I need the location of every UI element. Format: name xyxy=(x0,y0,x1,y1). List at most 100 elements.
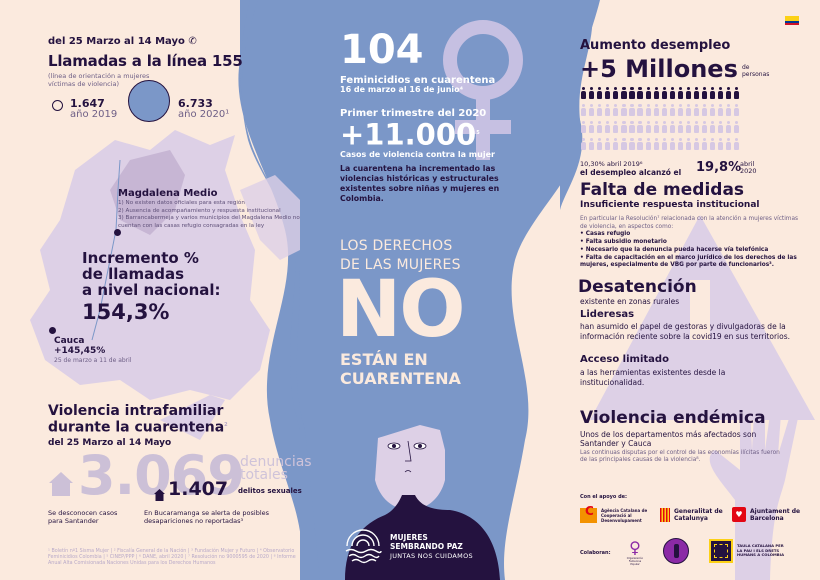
person-icon xyxy=(588,120,595,133)
person-icon xyxy=(612,103,619,116)
person-icon xyxy=(628,86,635,99)
calls-2019-circle-icon xyxy=(52,100,63,111)
person-icon xyxy=(717,120,724,133)
person-icon xyxy=(669,120,676,133)
person-icon xyxy=(709,103,716,116)
collab-label: Colaboran: xyxy=(580,550,611,556)
person-icon xyxy=(685,137,692,150)
person-icon xyxy=(645,120,652,133)
person-icon xyxy=(645,86,652,99)
person-icon xyxy=(701,120,708,133)
magdalena-title: Magdalena Medio xyxy=(118,188,218,199)
person-icon xyxy=(717,86,724,99)
person-icon xyxy=(677,103,684,116)
measures-item: • Falta de capacitación en el marco jurí… xyxy=(580,254,797,269)
calls-date-range: del 25 Marzo al 14 Mayo ✆ xyxy=(48,36,197,47)
person-icon xyxy=(653,137,660,150)
circle-figure-logo-icon xyxy=(663,538,689,564)
supporter-accd: C Agència Catalana de Cooperació al Dese… xyxy=(580,505,660,523)
leaders-title: Lideresas xyxy=(580,309,635,320)
slogan-bottom: ESTÁN EN CUARENTENA xyxy=(340,350,461,388)
people-row xyxy=(580,101,740,118)
person-icon xyxy=(693,103,700,116)
quarter-label: Primer trimestre del 2020 xyxy=(340,108,487,119)
person-icon xyxy=(677,137,684,150)
generalitat-logo-icon xyxy=(660,508,670,522)
person-icon xyxy=(733,120,740,133)
person-icon xyxy=(725,103,732,116)
total-complaints-label: denuncias totales xyxy=(240,454,312,483)
leaders-text: han asumido el papel de gestoras y divul… xyxy=(580,322,791,341)
cauca-label: Cauca +145,45% xyxy=(54,336,106,356)
cauca-marker xyxy=(49,327,56,334)
phone-icon: ✆ xyxy=(188,36,197,47)
person-icon xyxy=(645,137,652,150)
unemployment-title: Aumento desempleo xyxy=(580,38,731,53)
person-icon xyxy=(636,86,643,99)
person-icon xyxy=(636,103,643,116)
ajuntament-logo-icon: ♥ xyxy=(732,507,746,522)
unemployment-rate-2020-label: abril 2020 xyxy=(740,160,757,175)
taula-logo-icon xyxy=(709,539,733,563)
person-icon xyxy=(717,103,724,116)
logo-text: MUJERES SEMBRANDO PAZ xyxy=(390,533,463,551)
person-icon xyxy=(693,137,700,150)
person-icon xyxy=(653,120,660,133)
person-icon xyxy=(604,103,611,116)
person-icon xyxy=(628,137,635,150)
person-icon xyxy=(661,137,668,150)
body-shirt xyxy=(345,495,500,580)
person-icon xyxy=(628,103,635,116)
calls-2020-label: año 2020¹ xyxy=(178,109,230,120)
person-icon xyxy=(661,120,668,133)
logo-tagline: JUNTAS NOS CUIDAMOS xyxy=(390,552,473,560)
person-icon xyxy=(596,103,603,116)
cases-value: +11.0005 xyxy=(340,117,480,152)
person-icon xyxy=(620,120,627,133)
person-icon xyxy=(701,103,708,116)
person-icon xyxy=(636,137,643,150)
person-icon xyxy=(693,120,700,133)
people-row xyxy=(580,84,740,101)
person-icon xyxy=(725,137,732,150)
person-icon xyxy=(661,86,668,99)
footnotes: ¹ Boletín nº1 Sisma Mujer | ² Fiscalía G… xyxy=(48,549,296,566)
person-icon xyxy=(661,103,668,116)
measures-body: En particular la Resolución⁷ relacionada… xyxy=(580,216,805,270)
people-pictogram xyxy=(580,84,740,152)
cauca-dates: 25 de marzo a 11 de abril xyxy=(54,357,132,364)
person-icon xyxy=(701,86,708,99)
person-icon xyxy=(580,137,587,150)
person-icon xyxy=(701,137,708,150)
intrafamiliar-date-range: del 25 Marzo al 14 Mayo xyxy=(48,438,172,448)
colombia-flag-icon xyxy=(785,16,799,25)
unemployment-reached-label: el desempleo alcanzó el xyxy=(580,168,682,177)
house-icon-small xyxy=(154,486,165,501)
unemployment-value: +5 Millones xyxy=(580,55,738,83)
hair-shape xyxy=(238,0,593,580)
increment-label: Incremento % de llamadas a nivel naciona… xyxy=(82,249,221,299)
measures-item: • Falta subsidio monetario xyxy=(580,239,667,246)
person-icon xyxy=(669,103,676,116)
support-label: Con el apoyo de: xyxy=(580,494,628,500)
person-icon xyxy=(709,137,716,150)
person-icon xyxy=(677,86,684,99)
calls-2019-value: 1.647 xyxy=(70,97,105,110)
person-icon xyxy=(580,86,587,99)
person-icon xyxy=(685,86,692,99)
house-icon-large xyxy=(48,470,74,496)
measures-subtitle: Insuficiente respuesta institucional xyxy=(580,200,760,210)
endemic-subtitle: Unos de los departamentos más afectados … xyxy=(580,430,757,448)
person-icon xyxy=(628,120,635,133)
person-icon xyxy=(604,86,611,99)
person-icon xyxy=(596,86,603,99)
neglect-subtitle: existente en zonas rurales xyxy=(580,297,680,306)
person-icon xyxy=(693,86,700,99)
person-icon xyxy=(685,103,692,116)
access-text: a las herramientas existentes desde la i… xyxy=(580,368,726,387)
unemployment-rate-2019: 10,30% abril 2019⁶ xyxy=(580,160,643,168)
femicides-dates: 16 de marzo al 16 de junio⁴ xyxy=(340,85,464,94)
measures-title: Falta de medidas xyxy=(580,180,745,200)
person-icon xyxy=(645,103,652,116)
person-icon xyxy=(596,120,603,133)
